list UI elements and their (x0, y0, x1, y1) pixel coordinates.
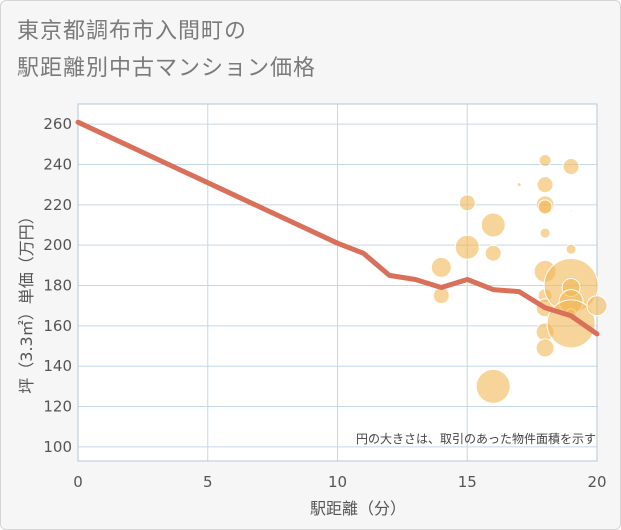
x-axis-title: 駅距離（分） (310, 499, 406, 518)
x-tick-label: 20 (587, 473, 606, 491)
data-bubble (569, 209, 573, 213)
y-tick-label: 140 (43, 357, 72, 375)
data-bubble (480, 212, 506, 238)
chart-title-line-2: 駅距離別中古マンション価格 (17, 56, 317, 81)
y-tick-label: 200 (43, 236, 72, 254)
y-tick-label: 260 (43, 115, 72, 133)
x-axis-ticks: 0 5 10 15 20 (73, 473, 606, 491)
x-tick-label: 10 (328, 473, 347, 491)
bubble-size-note: 円の大きさは、取引のあった物件面積を示す (356, 431, 596, 446)
y-tick-label: 160 (43, 317, 72, 335)
y-tick-label: 240 (43, 156, 72, 174)
y-tick-label: 100 (43, 438, 72, 456)
data-bubble (475, 368, 511, 404)
y-tick-label: 220 (43, 196, 72, 214)
x-tick-label: 15 (458, 473, 477, 491)
data-bubble (432, 287, 450, 305)
y-axis-ticks: 100 120 140 160 180 200 220 240 260 (43, 115, 72, 456)
data-bubble (565, 243, 577, 255)
y-axis-title: 坪（3.3㎡）単価（万円） (17, 208, 36, 393)
data-bubble (539, 227, 551, 239)
x-tick-label: 0 (73, 473, 83, 491)
y-tick-label: 180 (43, 277, 72, 295)
data-bubble (430, 256, 452, 278)
grid-lines (77, 103, 598, 462)
data-bubble (458, 194, 476, 212)
average-price-line (75, 119, 600, 337)
y-tick-label: 120 (43, 398, 72, 416)
chart-title-line-1: 東京都調布市入間町の (17, 19, 248, 44)
data-bubble (537, 199, 553, 215)
data-bubble (535, 338, 555, 358)
data-bubble (484, 244, 502, 262)
data-bubble (516, 182, 522, 188)
data-bubble (454, 234, 480, 260)
chart-title: 東京都調布市入間町の 駅距離別中古マンション価格 (17, 13, 316, 87)
data-bubble (562, 158, 580, 176)
data-bubble (538, 153, 552, 167)
bubble-series (430, 153, 608, 404)
data-bubble (536, 176, 554, 194)
x-tick-label: 5 (203, 473, 213, 491)
data-bubble (586, 295, 608, 317)
